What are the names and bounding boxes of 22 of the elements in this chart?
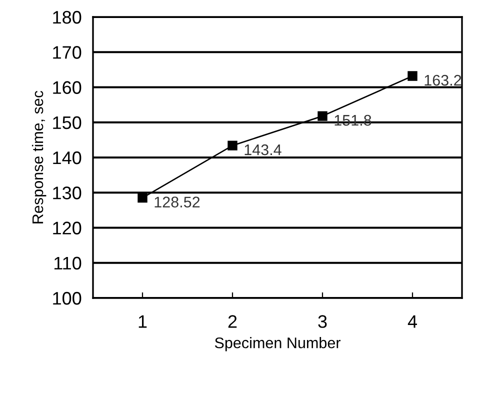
text: 163.2 — [424, 74, 462, 86]
x-tick-label: 1 — [138, 315, 147, 328]
y-tick-label: 180 — [53, 10, 82, 24]
y-tick-label: 140 — [53, 151, 82, 164]
y-tick-label: 120 — [53, 222, 82, 234]
text: 128.52 — [154, 196, 200, 208]
point — [138, 192, 148, 203]
y-tick-label: 130 — [53, 186, 82, 200]
x-axis-title: Specimen Number — [214, 337, 341, 352]
point — [228, 140, 238, 150]
y-tick-label: 150 — [53, 116, 82, 130]
y-tick-label: 170 — [53, 46, 82, 59]
y-tick-label: 110 — [54, 256, 82, 270]
x-tick-label: 3 — [318, 315, 327, 328]
y-tick-label: 160 — [53, 81, 82, 94]
y-tick-label: 100 — [53, 292, 82, 305]
point — [408, 71, 418, 81]
x-tick-label: 2 — [228, 315, 237, 328]
x-tick-label: 4 — [408, 315, 417, 328]
text: 143.4 — [244, 144, 282, 156]
point — [318, 111, 328, 121]
y-axis-title: Response time, sec — [32, 90, 46, 224]
